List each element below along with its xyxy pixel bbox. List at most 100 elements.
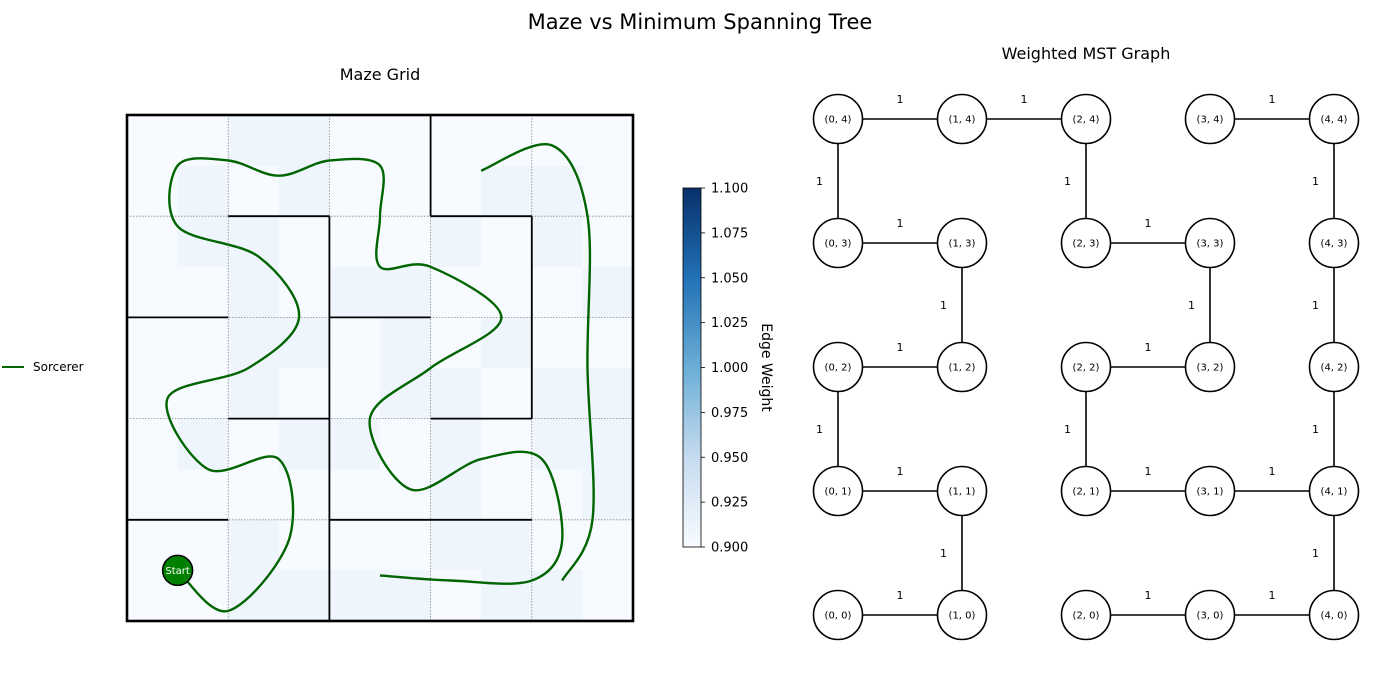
- edge-weight-label: 1: [816, 175, 823, 188]
- heat-cell: [228, 216, 279, 267]
- graph-node: [1308, 217, 1360, 269]
- graph-node-label: (1, 1): [949, 487, 976, 498]
- colorbar-tick-label: 0.925: [711, 496, 748, 511]
- graph-node-label: (4, 1): [1321, 487, 1348, 498]
- graph-node: [812, 217, 864, 269]
- heat-cell: [531, 418, 583, 470]
- graph-node-label: (1, 4): [949, 115, 976, 126]
- graph-node: [1060, 589, 1112, 641]
- graph-node: [1060, 341, 1112, 393]
- graph-node: [936, 93, 988, 145]
- heat-cell: [329, 266, 380, 318]
- colorbar: 0.900 0.925 0.950 0.975 1.000 1.025 1.050 1.075…: [682, 182, 774, 556]
- edge-weight-label: 1: [1269, 589, 1276, 602]
- heat-cell: [177, 418, 229, 470]
- colorbar-tick-label: 1.025: [711, 316, 748, 331]
- graph-node-label: (2, 2): [1073, 363, 1100, 374]
- graph-node-label: (3, 1): [1197, 487, 1224, 498]
- heat-cell: [329, 570, 380, 621]
- colorbar-tick-label: 1.000: [711, 361, 748, 376]
- edge-weight-label: 1: [1312, 175, 1319, 188]
- edge-weight-label: 1: [940, 547, 947, 560]
- graph-node: [936, 465, 988, 517]
- graph-node-label: (3, 2): [1197, 363, 1224, 374]
- start-marker: [161, 554, 194, 587]
- graph-node: [812, 341, 864, 393]
- graph-node: [812, 589, 864, 641]
- graph-node: [1184, 589, 1236, 641]
- colorbar-label: Edge Weight: [758, 323, 774, 412]
- heat-cell: [531, 216, 583, 267]
- graph-node-label: (0, 2): [825, 363, 852, 374]
- graph-node-label: (4, 3): [1321, 239, 1348, 250]
- edge-weight-label: 1: [897, 217, 904, 230]
- heat-cell: [481, 165, 532, 217]
- heat-cell: [531, 570, 583, 621]
- edge-weight-label: 1: [940, 299, 947, 312]
- graph-node: [1308, 465, 1360, 517]
- heat-cell: [228, 317, 279, 368]
- edge-weight-label: 1: [1145, 217, 1152, 230]
- heat-cell: [531, 165, 583, 217]
- graph-node-label: (4, 0): [1321, 611, 1348, 622]
- edge-weight-label: 1: [1312, 299, 1319, 312]
- graph-node: [1060, 465, 1112, 517]
- graph-node: [1060, 217, 1112, 269]
- graph-node: [936, 217, 988, 269]
- heat-cell: [430, 216, 482, 267]
- edge-weight-label: 1: [1145, 465, 1152, 478]
- maze-title: Maze Grid: [340, 65, 421, 84]
- start-label: Start: [165, 566, 190, 577]
- sorcerer-path: [165, 157, 564, 613]
- graph-node: [1184, 217, 1236, 269]
- figure-title: Maze vs Minimum Spanning Tree: [527, 10, 873, 34]
- edge-weight-label: 1: [897, 341, 904, 354]
- heat-cell: [531, 368, 583, 419]
- edge-weight-label: 1: [897, 465, 904, 478]
- graph-node-label: (1, 2): [949, 363, 976, 374]
- heat-cell: [278, 165, 330, 217]
- heat-cell: [380, 266, 431, 318]
- heat-cell: [481, 519, 532, 571]
- heat-cell: [430, 418, 482, 470]
- edge-weight-label: 1: [897, 589, 904, 602]
- graph-node: [1308, 93, 1360, 145]
- edge-weight-label: 1: [1188, 299, 1195, 312]
- edge-weight-label: 1: [1145, 589, 1152, 602]
- heat-cell: [228, 570, 279, 621]
- graph-node-label: (2, 0): [1073, 611, 1100, 622]
- heat-cell: [278, 418, 330, 470]
- graph-node-label: (4, 2): [1321, 363, 1348, 374]
- heat-cell: [430, 519, 482, 571]
- heat-cell: [329, 418, 380, 470]
- legend-label: Sorcerer: [33, 360, 84, 374]
- heat-cell: [228, 266, 279, 318]
- graph-node-label: (1, 3): [949, 239, 976, 250]
- graph-title: Weighted MST Graph: [1002, 44, 1171, 63]
- heat-cell: [228, 519, 279, 571]
- colorbar-tick-label: 0.900: [711, 541, 748, 556]
- edge-weight-label: 1: [1021, 93, 1028, 106]
- graph-node-label: (2, 3): [1073, 239, 1100, 250]
- maze-border: [125, 113, 635, 623]
- edge-weight-label: 1: [1145, 341, 1152, 354]
- graph-node-label: (3, 4): [1197, 115, 1224, 126]
- graph-node-label: (4, 4): [1321, 115, 1348, 126]
- graph-node: [1184, 93, 1236, 145]
- heat-cell: [278, 115, 330, 166]
- graph-node: [1308, 589, 1360, 641]
- graph-node-label: (0, 1): [825, 487, 852, 498]
- graph-node-label: (3, 3): [1197, 239, 1224, 250]
- heat-cell: [481, 317, 532, 368]
- heat-cell: [582, 368, 633, 419]
- heat-cell: [430, 368, 482, 419]
- graph-node: [812, 93, 864, 145]
- edge-weight-label: 1: [897, 93, 904, 106]
- sorcerer-path-tail: [480, 142, 595, 582]
- edge-weight-label: 1: [1312, 423, 1319, 436]
- edge-weight-label: 1: [1064, 423, 1071, 436]
- edge-weight-label: 1: [1064, 175, 1071, 188]
- heat-cell: [380, 368, 431, 419]
- colorbar-tick-label: 0.975: [711, 406, 748, 421]
- maze-panel: Maze Grid Start: [125, 65, 635, 623]
